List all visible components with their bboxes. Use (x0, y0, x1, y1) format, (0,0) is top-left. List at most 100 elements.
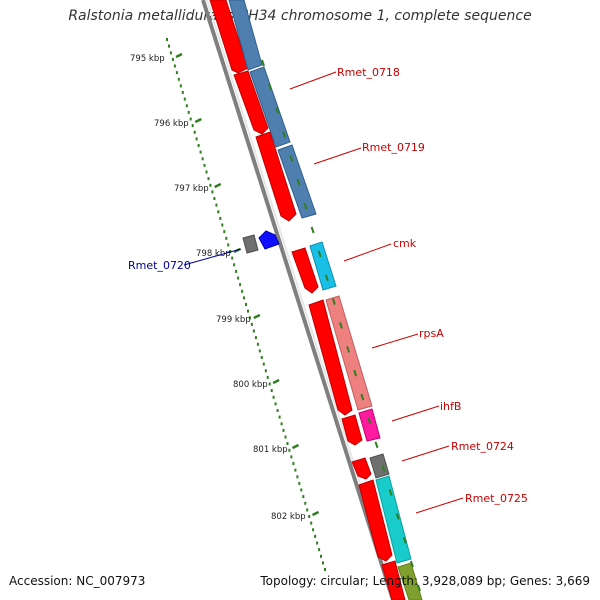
outer-dot (268, 83, 273, 91)
guide-dot (298, 481, 301, 485)
guide-dot (278, 415, 281, 419)
cds-arrow-0725[interactable] (358, 479, 393, 562)
guide-dot (252, 329, 255, 333)
guide-dot (235, 269, 238, 273)
cds-arrow-0718a[interactable] (209, 0, 249, 74)
guide-dot (286, 442, 289, 446)
guide-dot (266, 375, 269, 379)
guide-dot (318, 548, 321, 552)
cog-track (228, 0, 423, 600)
gene-labels: Rmet_0718 Rmet_0719 cmk rpsA ihfB Rmet_0… (128, 66, 528, 505)
guide-dot (183, 97, 186, 101)
leader-cmk (343, 243, 392, 262)
outer-dot (303, 202, 308, 210)
leader-0719 (313, 147, 362, 165)
guide-dot (256, 342, 259, 346)
leader-0718 (289, 71, 337, 90)
outer-dot (275, 107, 280, 115)
guide-dot (316, 541, 319, 545)
guide-dot (185, 104, 188, 108)
outer-dot (417, 584, 421, 592)
guide-dot (284, 435, 287, 439)
guide-dot (270, 389, 273, 393)
guide-dot (169, 51, 172, 55)
guide-dot (304, 501, 307, 505)
cog-bar-0718a[interactable] (228, 0, 263, 71)
guide-dot (247, 309, 249, 313)
ruler-tick (194, 117, 202, 124)
gene-label[interactable]: Rmet_0720 (128, 259, 191, 272)
guide-dot (227, 243, 230, 247)
guide-dot (254, 336, 257, 340)
guide-dot (312, 528, 315, 532)
guide-dot (177, 77, 180, 81)
gene-label[interactable]: rpsA (419, 327, 444, 340)
guide-dot (209, 183, 212, 187)
reverse-gene-cog-bar[interactable] (242, 234, 259, 254)
cog-bar-next[interactable] (397, 562, 423, 600)
gene-label[interactable]: Rmet_0725 (465, 492, 528, 505)
reverse-gene-arrow[interactable] (258, 230, 280, 250)
ruler-tick-label: 800 kbp (233, 380, 268, 390)
gene-label[interactable]: cmk (393, 237, 417, 250)
guide-dot (221, 223, 224, 227)
guide-dot (264, 369, 267, 373)
guide-dot (223, 230, 226, 234)
cds-arrow-0724[interactable] (351, 457, 372, 480)
guide-dot (268, 382, 271, 386)
cds-arrow-next[interactable] (381, 560, 406, 600)
guide-dot (205, 170, 208, 174)
ruler-tick-label: 799 kbp (216, 315, 251, 325)
guide-dot (237, 276, 240, 280)
cog-bar-0724[interactable] (369, 453, 390, 479)
ruler-tick (253, 313, 261, 320)
reverse-gene-0720[interactable] (242, 230, 280, 254)
guide-dot (243, 296, 245, 300)
gene-label[interactable]: Rmet_0718 (337, 66, 400, 79)
guide-dot (280, 422, 283, 426)
map-title: Ralstonia metallidurans CH34 chromosome … (68, 8, 532, 24)
cog-bar-0725[interactable] (375, 475, 412, 564)
outer-dot (289, 155, 294, 162)
cds-arrow-0718[interactable] (233, 70, 269, 135)
gene-label[interactable]: Rmet_0724 (451, 440, 514, 453)
outer-dot (381, 465, 386, 473)
callout-lines (183, 71, 464, 514)
outer-dot (317, 250, 322, 258)
guide-dot (189, 117, 192, 121)
guide-dot (250, 322, 253, 326)
cds-arrow-0719[interactable] (255, 131, 297, 222)
guide-dot (193, 130, 196, 134)
cog-bar-rpsA[interactable] (325, 295, 373, 411)
guide-dot (260, 356, 263, 359)
guide-dot (296, 475, 299, 479)
guide-dot (217, 210, 220, 214)
guide-dot (229, 250, 232, 253)
gene-label[interactable]: Rmet_0719 (362, 141, 425, 154)
cog-bar-cmk[interactable] (309, 241, 337, 291)
outer-dot (346, 346, 351, 353)
cds-arrow-ihfB[interactable] (341, 414, 363, 446)
guide-dot (197, 144, 200, 147)
cds-arrow-cmk[interactable] (291, 247, 319, 294)
guide-dot (290, 455, 293, 459)
cog-bar-0719[interactable] (277, 144, 317, 219)
outer-dot (402, 536, 407, 544)
cog-bar-ihfB[interactable] (358, 408, 381, 442)
leader-rpsA (371, 333, 419, 349)
cog-bar-0718[interactable] (249, 66, 291, 148)
guide-dot (225, 236, 228, 240)
gene-label[interactable]: ihfB (440, 400, 461, 413)
cds-arrow-rpsA[interactable] (308, 299, 353, 416)
leader-0725 (415, 497, 464, 514)
guide-dot (282, 428, 285, 432)
ruler-ticks: 795 kbp 796 kbp 797 kbp 798 kbp 799 kbp 800 k… (130, 52, 320, 522)
guide-dot (292, 462, 295, 465)
guide-dot (175, 71, 178, 75)
guide-dot (231, 256, 234, 260)
guide-dot (248, 316, 251, 320)
cds-track (209, 0, 406, 600)
guide-dots (166, 38, 326, 571)
guide-dot (211, 190, 214, 194)
